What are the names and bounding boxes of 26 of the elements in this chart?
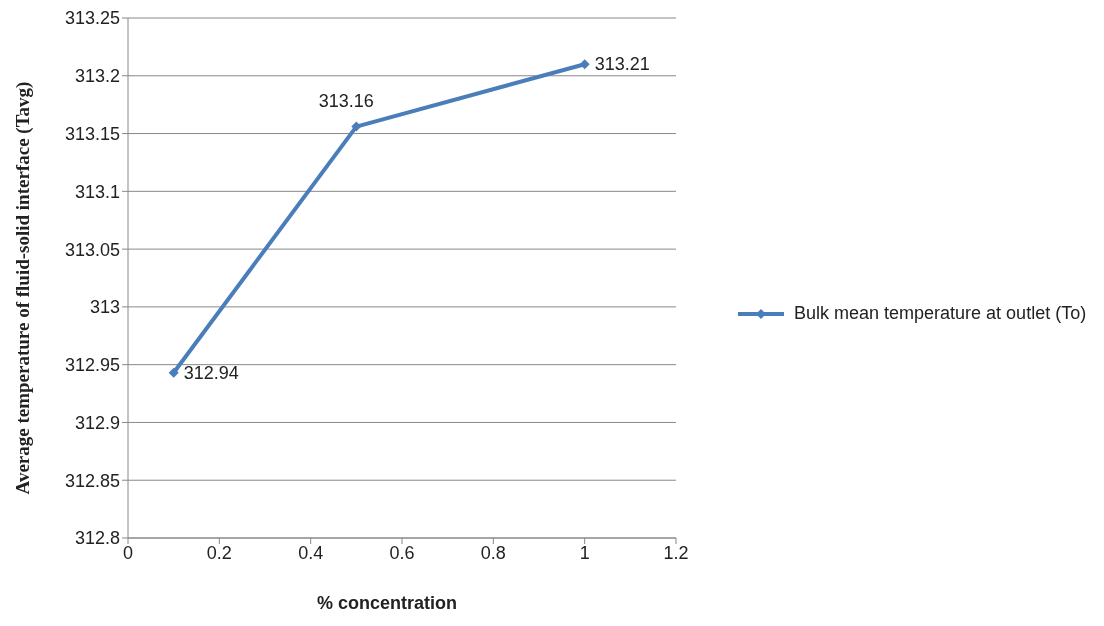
- legend-label: Bulk mean temperature at outlet (To): [794, 302, 1087, 324]
- y-tick-label: 313.1: [74, 181, 120, 202]
- point: [351, 121, 362, 132]
- data-label: 312.94: [183, 362, 239, 383]
- y-tick-label: 313.05: [64, 239, 120, 260]
- y-tick-label: 313: [89, 297, 120, 318]
- x-tick-label: 0: [122, 542, 134, 563]
- data-label: 313.16: [318, 90, 374, 111]
- y-tick-label: 313.15: [64, 123, 120, 144]
- y-tick-label: 313.2: [74, 66, 120, 87]
- x-tick-label: 1: [579, 542, 590, 563]
- y-tick-label: 312.8: [74, 528, 120, 549]
- y-tick-label: 312.85: [64, 470, 120, 491]
- y-tick-label: 312.9: [74, 412, 120, 433]
- point: [579, 59, 590, 70]
- y-tick-label: 313.25: [64, 8, 120, 29]
- point: [168, 367, 179, 378]
- x-tick-label: 0.2: [206, 542, 232, 563]
- x-tick-label: 1.2: [663, 542, 689, 563]
- y-axis-title: Average temperature of fluid-solid interface (Tavg): [12, 81, 34, 495]
- data-label: 313.21: [594, 54, 650, 75]
- x-tick-label: 0.4: [298, 542, 324, 563]
- x-axis-title: % concentration: [316, 593, 458, 614]
- y-tick-label: 312.95: [64, 355, 120, 376]
- x-tick-label: 0.6: [389, 542, 415, 563]
- x-tick-label: 0.8: [480, 542, 506, 563]
